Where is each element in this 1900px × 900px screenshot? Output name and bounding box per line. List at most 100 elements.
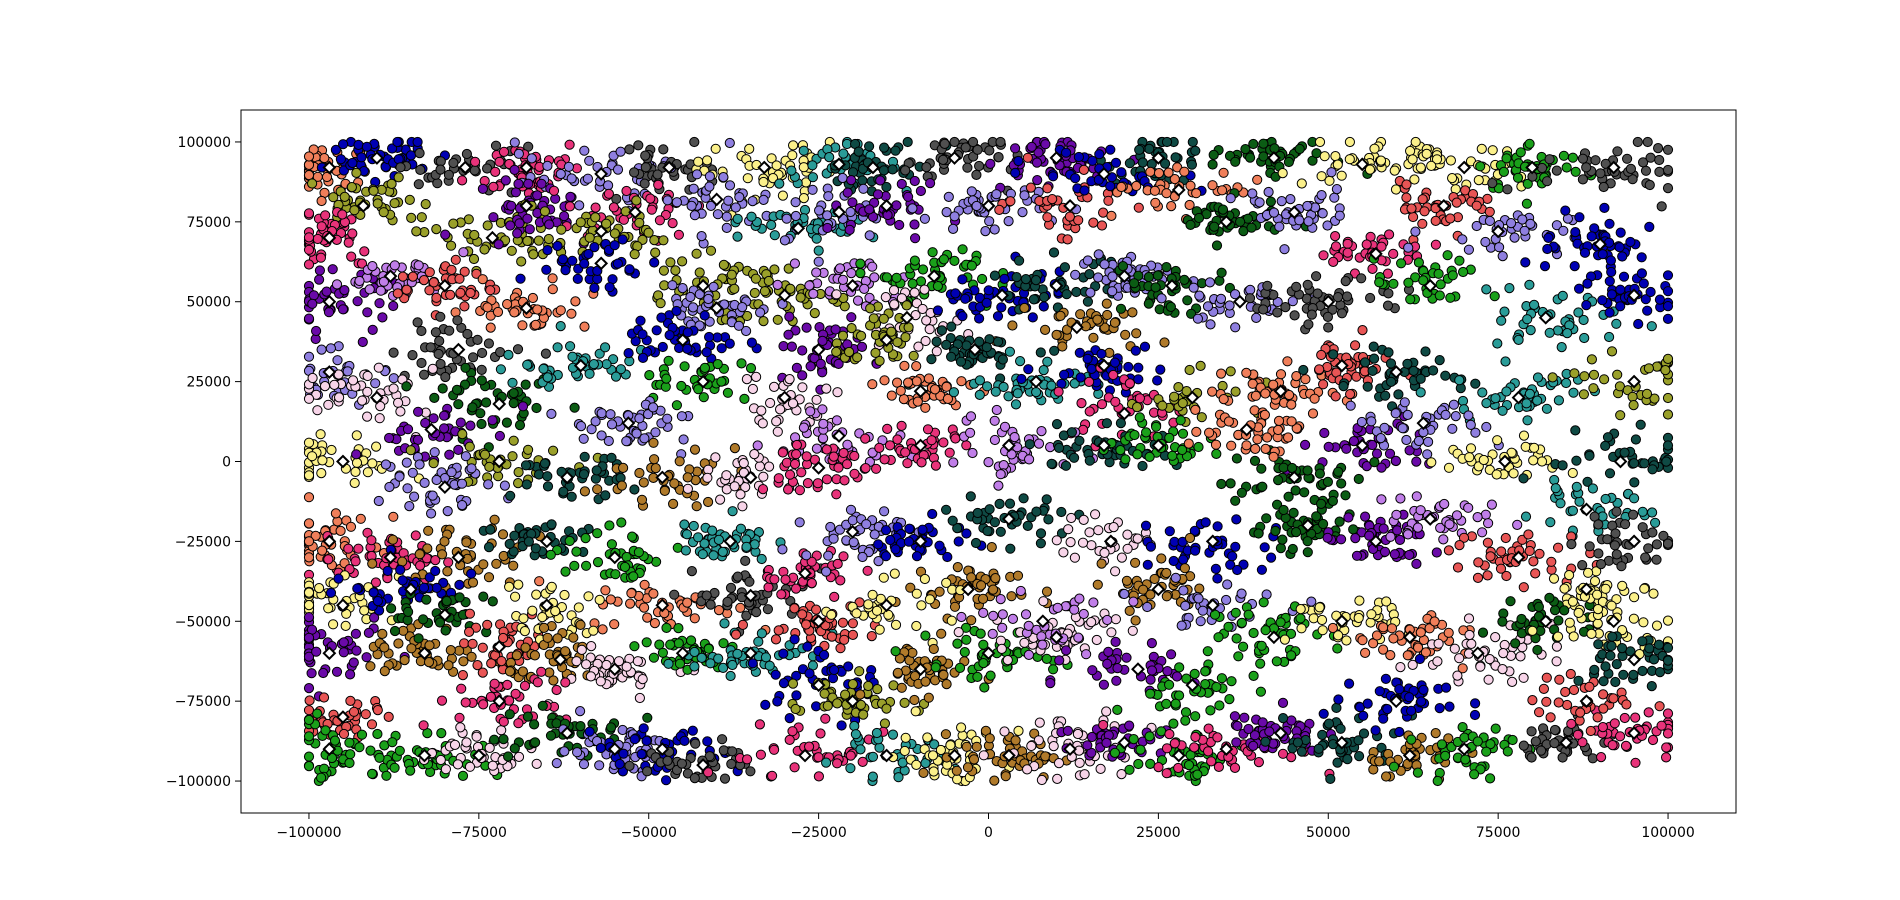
scatter-point bbox=[1225, 478, 1236, 489]
scatter-point bbox=[1134, 412, 1145, 423]
scatter-point bbox=[337, 209, 348, 220]
scatter-point bbox=[416, 212, 427, 223]
scatter-point bbox=[1048, 171, 1059, 182]
scatter-point bbox=[1484, 206, 1495, 217]
scatter-point bbox=[626, 588, 637, 599]
scatter-point bbox=[435, 311, 446, 322]
scatter-point bbox=[1512, 172, 1524, 183]
scatter-point bbox=[736, 358, 747, 369]
scatter-point bbox=[1249, 455, 1261, 466]
scatter-point bbox=[1252, 174, 1263, 185]
scatter-point bbox=[1368, 341, 1379, 352]
scatter-point bbox=[747, 196, 758, 207]
scatter-point bbox=[1371, 448, 1383, 459]
scatter-point bbox=[1124, 605, 1135, 617]
scatter-point bbox=[1612, 369, 1623, 380]
scatter-point bbox=[1361, 239, 1372, 250]
scatter-point bbox=[458, 247, 469, 258]
scatter-point bbox=[757, 418, 768, 429]
scatter-point bbox=[1454, 540, 1465, 551]
scatter-point bbox=[1041, 494, 1052, 505]
scatter-point bbox=[600, 585, 611, 596]
scatter-point bbox=[1410, 226, 1421, 237]
scatter-point bbox=[566, 173, 577, 184]
scatter-point bbox=[970, 537, 982, 549]
scatter-point bbox=[1323, 441, 1334, 452]
scatter-point bbox=[1405, 294, 1416, 305]
scatter-point bbox=[1629, 493, 1640, 504]
scatter-point bbox=[1582, 278, 1593, 289]
scatter-point bbox=[891, 200, 902, 211]
scatter-point bbox=[352, 296, 363, 307]
scatter-point bbox=[575, 217, 586, 228]
scatter-point bbox=[485, 524, 496, 535]
scatter-point bbox=[796, 467, 807, 478]
scatter-point bbox=[1063, 524, 1074, 535]
scatter-point bbox=[392, 288, 403, 299]
scatter-point bbox=[566, 308, 577, 319]
scatter-point bbox=[1259, 409, 1271, 420]
scatter-point bbox=[1066, 512, 1077, 524]
scatter-point bbox=[362, 370, 373, 382]
scatter-point bbox=[689, 444, 701, 455]
scatter-point bbox=[888, 285, 900, 296]
scatter-point bbox=[609, 240, 620, 251]
scatter-point bbox=[1215, 293, 1227, 304]
scatter-point bbox=[1265, 196, 1277, 207]
scatter-point bbox=[1059, 369, 1070, 380]
scatter-point bbox=[1207, 159, 1218, 170]
scatter-point bbox=[1015, 356, 1026, 367]
scatter-point bbox=[1492, 435, 1503, 446]
scatter-point bbox=[446, 467, 457, 478]
scatter-point bbox=[904, 523, 915, 534]
scatter-point bbox=[949, 211, 960, 222]
scatter-point bbox=[347, 375, 359, 386]
scatter-point bbox=[1520, 257, 1531, 268]
scatter-point bbox=[1084, 527, 1095, 538]
scatter-point bbox=[682, 597, 693, 608]
scatter-point bbox=[636, 494, 648, 505]
scatter-point bbox=[721, 222, 732, 233]
scatter-point bbox=[913, 341, 924, 352]
scatter-point bbox=[1217, 204, 1229, 215]
scatter-point bbox=[1131, 180, 1142, 192]
scatter-point bbox=[1212, 521, 1223, 532]
scatter-point bbox=[1336, 534, 1347, 545]
scatter-point bbox=[965, 491, 976, 502]
scatter-point bbox=[1374, 277, 1385, 288]
scatter-point bbox=[693, 156, 704, 167]
scatter-point bbox=[592, 528, 603, 539]
scatter-point bbox=[621, 436, 632, 447]
scatter-point bbox=[1625, 163, 1637, 174]
scatter-point bbox=[1300, 439, 1311, 450]
scatter-point bbox=[401, 381, 412, 392]
scatter-point bbox=[1522, 178, 1533, 189]
scatter-point bbox=[1142, 559, 1153, 570]
scatter-point bbox=[946, 321, 957, 332]
scatter-point bbox=[405, 150, 417, 161]
scatter-point bbox=[347, 228, 358, 239]
scatter-point bbox=[1662, 286, 1674, 297]
scatter-point bbox=[567, 351, 578, 362]
scatter-point bbox=[794, 517, 805, 528]
scatter-point bbox=[890, 544, 901, 555]
scatter-point bbox=[1443, 545, 1455, 556]
scatter-point bbox=[1194, 583, 1205, 594]
scatter-point bbox=[1530, 568, 1541, 579]
scatter-point bbox=[427, 490, 438, 501]
scatter-point bbox=[533, 235, 544, 246]
scatter-point bbox=[878, 165, 890, 176]
scatter-point bbox=[864, 230, 875, 241]
scatter-point bbox=[722, 387, 734, 398]
scatter-point bbox=[515, 273, 526, 284]
scatter-point bbox=[1056, 506, 1067, 518]
scatter-point bbox=[710, 143, 721, 154]
scatter-point bbox=[547, 284, 558, 295]
scatter-point bbox=[418, 275, 430, 286]
scatter-point bbox=[1082, 353, 1093, 364]
scatter-point bbox=[1615, 227, 1626, 238]
scatter-point bbox=[686, 566, 698, 577]
scatter-point bbox=[1062, 234, 1073, 245]
scatter-point bbox=[1369, 353, 1380, 364]
scatter-point bbox=[1606, 266, 1617, 278]
